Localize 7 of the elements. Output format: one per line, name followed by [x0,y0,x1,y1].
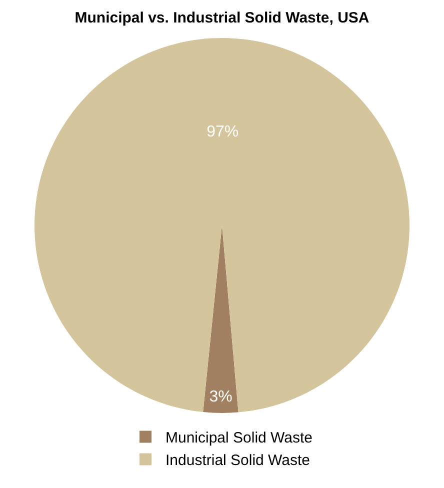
legend-label: Industrial Solid Waste [166,452,310,470]
pie-slice [203,226,238,413]
chart-title: Municipal vs. Industrial Solid Waste, USA [74,10,370,27]
data-label: 3% [209,388,232,406]
legend-label: Municipal Solid Waste [166,430,313,447]
pie-slice [34,38,410,412]
data-label: 97% [206,123,239,140]
